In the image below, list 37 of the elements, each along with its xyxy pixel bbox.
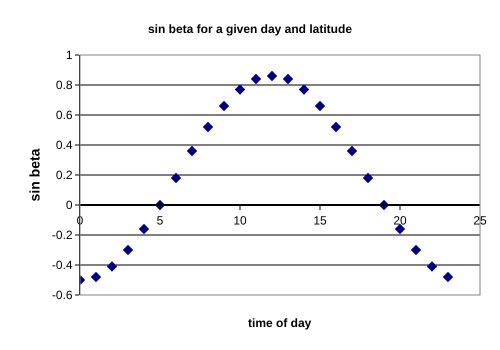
- point: [442, 272, 454, 282]
- point: [282, 74, 294, 84]
- point: [90, 272, 102, 282]
- point: [202, 122, 214, 132]
- y-tick-label: 0.6: [56, 108, 73, 122]
- point: [330, 122, 342, 132]
- point: [314, 100, 326, 112]
- y-tick-label: 0.8: [56, 78, 73, 92]
- x-tick-label: 15: [313, 213, 327, 228]
- y-tick-label: 0.2: [56, 168, 73, 182]
- x-tick-label: 25: [473, 213, 487, 228]
- point: [250, 74, 262, 84]
- point: [122, 244, 134, 256]
- point: [218, 100, 230, 112]
- point: [138, 224, 150, 234]
- point: [362, 172, 374, 184]
- point: [186, 146, 198, 156]
- y-axis-title: sin beta: [26, 148, 43, 202]
- x-tick-label: 5: [156, 213, 164, 228]
- y-tick-label: -0.6: [52, 288, 73, 302]
- x-tick-label: 20: [393, 213, 407, 228]
- y-tick-label: -0.2: [52, 228, 73, 242]
- y-tick-label: 0: [66, 198, 73, 212]
- point: [410, 244, 422, 256]
- x-tick-label: 10: [233, 213, 247, 228]
- point: [106, 261, 118, 272]
- chart-title: sin beta for a given day and latitude: [148, 22, 352, 36]
- point: [426, 261, 438, 272]
- point: [266, 70, 278, 82]
- y-tick-label: 0.4: [56, 138, 73, 152]
- point: [298, 84, 310, 95]
- point: [346, 146, 358, 156]
- x-axis-title: time of day: [248, 316, 312, 330]
- y-tick-label: -0.4: [52, 258, 73, 272]
- point: [170, 172, 182, 184]
- y-tick-label: 1: [66, 48, 73, 62]
- point: [234, 84, 246, 95]
